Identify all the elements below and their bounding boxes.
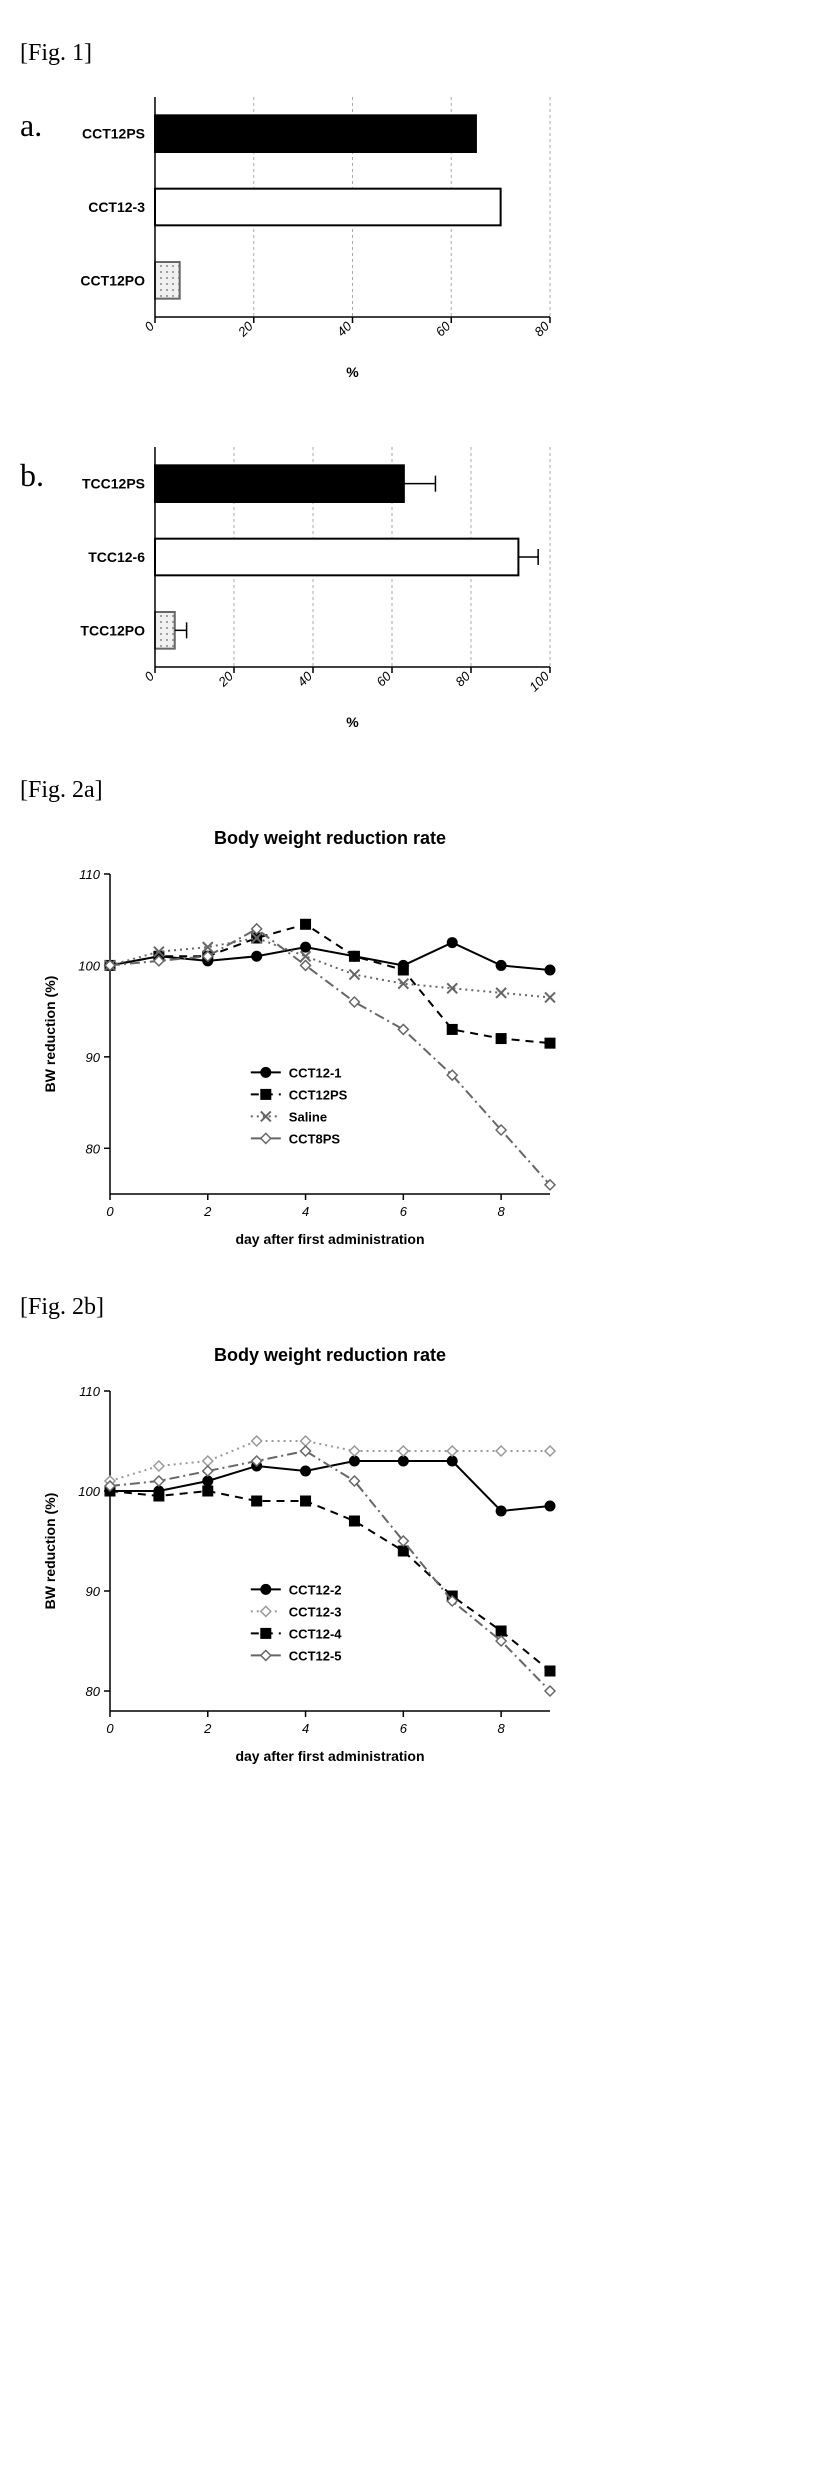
- bar-cat-label: TCC12-6: [88, 549, 145, 565]
- x-tick-label: 6: [400, 1721, 408, 1736]
- y-tick-label: 80: [86, 1684, 101, 1699]
- legend-item: CCT12-1: [289, 1065, 342, 1080]
- fig1-panel-a: a. CCT12PSCCT12-3CCT12PO020406080%: [20, 77, 820, 387]
- fig2b-label: [Fig. 2b]: [20, 1294, 820, 1321]
- chart-title: Body weight reduction rate: [214, 1345, 446, 1365]
- legend-item: CCT12-5: [289, 1648, 342, 1663]
- fig2b-panel: Body weight reduction rate 80 90 100 110 0 2 4 6…: [20, 1331, 820, 1771]
- x-tick-label: 8: [497, 1721, 505, 1736]
- series-CCT12-2: [110, 1461, 550, 1511]
- x-axis-label: day after first administration: [235, 1231, 424, 1247]
- x-tick-label: 4: [302, 1204, 309, 1219]
- y-tick-label: 80: [86, 1141, 101, 1156]
- y-tick-label: 90: [86, 1050, 101, 1065]
- series-CCT8PS: [110, 929, 550, 1185]
- x-axis-label: day after first administration: [235, 1748, 424, 1764]
- bar-CCT12-3: [155, 189, 501, 226]
- bar-cat-label: TCC12PO: [80, 622, 145, 638]
- bar-CCT12PO: [155, 262, 180, 299]
- legend-item: CCT12PS: [289, 1087, 348, 1102]
- fig2b-svg: Body weight reduction rate 80 90 100 110 0 2 4 6…: [20, 1331, 580, 1771]
- bar-cat-label: TCC12PS: [82, 476, 145, 492]
- fig1b-svg: TCC12PSTCC12-6TCC12PO020406080100%: [20, 427, 580, 737]
- fig2a-panel: Body weight reduction rate 80 90 100 110 0 2 4 6…: [20, 814, 820, 1254]
- bar-TCC12-6: [155, 539, 518, 576]
- fig1-label: [Fig. 1]: [20, 40, 820, 67]
- bar-TCC12PS: [155, 465, 404, 502]
- fig2a-label: [Fig. 2a]: [20, 777, 820, 804]
- fig1a-panel-letter: a.: [20, 107, 42, 144]
- y-tick-label: 90: [86, 1584, 101, 1599]
- x-tick-label: 6: [400, 1204, 408, 1219]
- x-axis-label: %: [346, 714, 359, 730]
- x-tick-label: 8: [497, 1204, 505, 1219]
- y-tick-label: 100: [78, 958, 100, 973]
- x-axis-label: %: [346, 364, 359, 380]
- chart-title: Body weight reduction rate: [214, 828, 446, 848]
- legend-item: Saline: [289, 1109, 327, 1124]
- y-tick-label: 110: [79, 867, 100, 882]
- x-tick-label: 100: [526, 668, 552, 694]
- x-tick-label: 0: [106, 1204, 114, 1219]
- x-tick-label: 2: [203, 1204, 212, 1219]
- legend-item: CCT12-3: [289, 1604, 342, 1619]
- legend-item: CCT12-2: [289, 1582, 342, 1597]
- y-axis-label: BW reduction (%): [42, 976, 58, 1093]
- series-CCT12-4: [110, 1491, 550, 1671]
- legend-item: CCT8PS: [289, 1131, 341, 1146]
- legend-item: CCT12-4: [289, 1626, 343, 1641]
- y-tick-label: 110: [79, 1384, 100, 1399]
- x-tick-label: 2: [203, 1721, 212, 1736]
- y-tick-label: 100: [78, 1484, 100, 1499]
- series-Saline: [110, 938, 550, 997]
- y-axis-label: BW reduction (%): [42, 1493, 58, 1610]
- series-CCT12-3: [110, 1441, 550, 1481]
- fig1-panel-b: b. TCC12PSTCC12-6TCC12PO020406080100%: [20, 427, 820, 737]
- bar-CCT12PS: [155, 115, 476, 152]
- fig1a-svg: CCT12PSCCT12-3CCT12PO020406080%: [20, 77, 580, 387]
- bar-cat-label: CCT12-3: [88, 199, 145, 215]
- x-tick-label: 4: [302, 1721, 309, 1736]
- x-tick-label: 0: [106, 1721, 114, 1736]
- bar-TCC12PO: [155, 612, 175, 649]
- bar-cat-label: CCT12PS: [82, 126, 145, 142]
- fig2a-svg: Body weight reduction rate 80 90 100 110 0 2 4 6…: [20, 814, 580, 1254]
- fig1b-panel-letter: b.: [20, 457, 44, 494]
- bar-cat-label: CCT12PO: [80, 272, 145, 288]
